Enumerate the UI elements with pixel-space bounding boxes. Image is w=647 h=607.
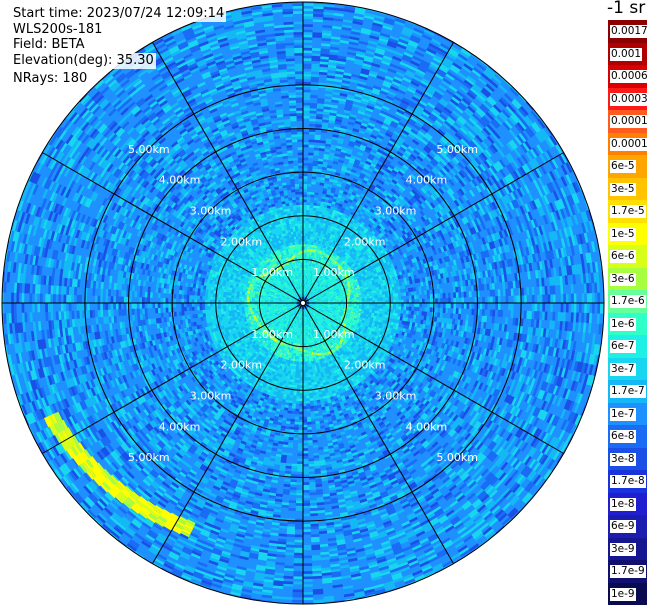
range-ring-label: 3.00km (190, 390, 232, 403)
range-ring-label: 1.00km (251, 328, 293, 341)
azimuth-spoke (42, 152, 304, 304)
azimuth-spoke (302, 42, 454, 304)
azimuth-spoke (42, 302, 304, 454)
colorbar-tick-label: 1.7e-6 (610, 295, 646, 308)
colorbar-tick-label: 6e-6 (610, 250, 636, 263)
range-ring-label: 1.00km (313, 328, 355, 341)
colorbar-tick-label: 1e-7 (610, 407, 636, 421)
start-time-label: Start time: 2023/07/24 12:09:14 (11, 6, 227, 22)
instrument-label: WLS200s-181 (11, 22, 105, 38)
colorbar-tick-label: 1e-9 (610, 587, 636, 601)
origin-dot (301, 301, 305, 305)
range-ring-label: 4.00km (159, 420, 201, 433)
colorbar-tick-label: 1.7e-5 (610, 205, 646, 218)
colorbar-tick-label: 3e-8 (610, 452, 636, 466)
colorbar-tick-label: 6e-7 (610, 340, 636, 353)
range-ring-label: 4.00km (406, 420, 448, 433)
polar-grid (1, 1, 605, 605)
nrays-label: NRays: 180 (11, 71, 90, 87)
radar-origin-marker (297, 297, 309, 309)
range-ring-label: 2.00km (221, 359, 263, 372)
range-ring-label: 4.00km (159, 174, 201, 187)
field-label: Field: BETA (11, 37, 87, 53)
colorbar-tick-label: 0.001 (610, 47, 643, 61)
range-ring-label: 3.00km (375, 205, 417, 218)
colorbar-tick-label: 6e-8 (610, 430, 636, 443)
colorbar-tick-label: 1.7e-8 (610, 475, 646, 488)
range-ring-label: 5.00km (128, 143, 170, 156)
colorbar-tick-label: 3e-5 (610, 182, 636, 196)
reflectivity-gate-group (2, 2, 604, 604)
colorbar-tick-label: 6e-5 (610, 160, 636, 173)
colorbar-units: -1 sr (607, 0, 646, 18)
colorbar-tick-label: 1e-8 (610, 497, 636, 511)
azimuth-spoke (152, 302, 304, 564)
reflectivity-gate-group (2, 2, 604, 604)
colorbar-tick-label: 6e-9 (610, 520, 636, 533)
range-ring-label: 5.00km (436, 451, 478, 464)
colorbar-tick-label: 0.0006 (610, 70, 647, 83)
colorbar-tick-label: 3e-6 (610, 272, 636, 286)
ppi-plot: 1.00km 1.00km 1.00km 1.00km 2.00km 2.00km 2.00… (1, 1, 605, 605)
azimuth-spoke (302, 302, 454, 564)
range-ring-label: 1.00km (251, 266, 293, 279)
high-band-gate-group (44, 413, 194, 535)
range-ring-label: 3.00km (375, 390, 417, 403)
colorbar-tick-label: 0.00017 (610, 115, 647, 128)
colorbar-tick-label: 1.7e-7 (610, 385, 646, 398)
range-ring-labels: 1.00km 1.00km 1.00km 1.00km 2.00km 2.00km 2.00… (128, 143, 478, 464)
reflectivity-gate-group (244, 244, 362, 362)
reflectivity-gate-group (207, 204, 402, 402)
elevation-label: Elevation(deg): 35.30 (11, 53, 156, 69)
azimuth-spoke (302, 302, 564, 454)
range-ring-label: 5.00km (436, 143, 478, 156)
colorbar-tick-label: 1.7e-9 (610, 565, 646, 578)
colorbar-tick-label: 0.0017 (610, 25, 647, 38)
colorbar-tick-label: 3e-9 (610, 542, 636, 556)
range-ring-label: 4.00km (406, 174, 448, 187)
range-ring-label: 2.00km (344, 359, 386, 372)
colorbar-tick-label: 0.0001 (610, 137, 647, 151)
azimuth-spoke (152, 42, 304, 304)
near-range-ring-echo (246, 249, 351, 356)
range-ring-label: 2.00km (221, 235, 263, 248)
range-ring-label: 1.00km (313, 266, 355, 279)
colorbar-tick-label: 3e-7 (610, 362, 636, 376)
colorbar-tick-label: 0.0003 (610, 92, 647, 106)
colorbar-tick-label: 1e-6 (610, 317, 636, 331)
reflectivity-gate-group (2, 2, 604, 604)
high-backscatter-band (44, 411, 196, 538)
azimuth-spoke (302, 152, 564, 304)
range-ring-label: 3.00km (190, 205, 232, 218)
near-ring-echo-group (246, 249, 350, 355)
range-ring-label: 2.00km (344, 235, 386, 248)
colorbar-tick-label: 1e-5 (610, 227, 636, 241)
range-ring-label: 5.00km (128, 451, 170, 464)
